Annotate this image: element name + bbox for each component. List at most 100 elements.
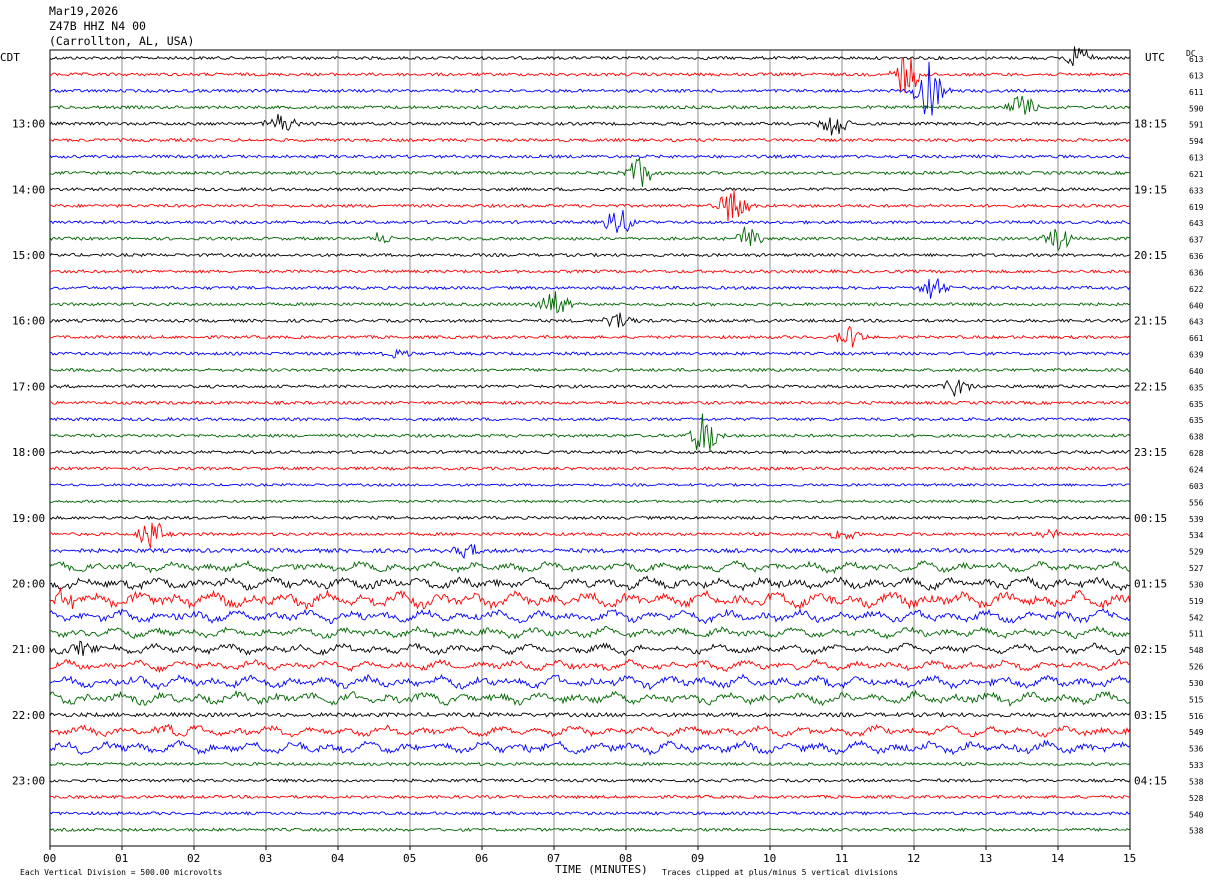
trace-line	[49, 827, 1131, 833]
right-timezone-label: UTC	[1145, 51, 1165, 64]
dc-offset-label: 603	[1189, 482, 1204, 491]
x-tick-label: 10	[763, 852, 776, 865]
right-hour-label: 18:15	[1134, 118, 1167, 131]
dc-offset-label: 530	[1189, 679, 1204, 688]
dc-offset-label: 640	[1189, 301, 1204, 310]
right-hour-label: 04:15	[1134, 774, 1167, 787]
header-location: (Carrollton, AL, USA)	[49, 34, 194, 48]
trace-line	[49, 291, 1131, 314]
x-tick-label: 13	[979, 852, 992, 865]
trace-line	[49, 673, 1131, 691]
dc-offset-label: 526	[1189, 663, 1204, 672]
x-axis-title: TIME (MINUTES)	[555, 863, 648, 876]
trace-line	[49, 61, 1131, 116]
left-hour-label: 18:00	[12, 446, 45, 459]
dc-offset-label: 538	[1189, 777, 1204, 786]
header-station: Z47B HHZ N4 00	[49, 19, 146, 33]
trace-line	[49, 413, 1131, 452]
trace-line	[49, 482, 1131, 487]
dc-offset-label: 548	[1189, 646, 1204, 655]
trace-line	[49, 608, 1131, 625]
dc-offset-label: 533	[1189, 761, 1204, 770]
trace-line	[49, 794, 1131, 800]
dc-offset-label: 556	[1189, 498, 1204, 507]
dc-offset-label: 591	[1189, 121, 1204, 130]
dc-offset-label: 621	[1189, 170, 1204, 179]
dc-offset-label: 536	[1189, 745, 1204, 754]
x-tick-label: 00	[43, 852, 56, 865]
x-tick-label: 06	[475, 852, 488, 865]
left-hour-label: 15:00	[12, 249, 45, 262]
dc-offset-label: 624	[1189, 466, 1204, 475]
dc-offset-label: 539	[1189, 515, 1204, 524]
dc-offset-label: 613	[1189, 71, 1204, 80]
x-tick-label: 12	[907, 852, 920, 865]
dc-offset-label: 613	[1189, 55, 1204, 64]
trace-line	[49, 325, 1131, 348]
trace-line	[49, 187, 1131, 192]
trace-line	[49, 499, 1131, 504]
dc-offset-label: 636	[1189, 268, 1204, 277]
trace-line	[49, 587, 1131, 611]
left-hour-label: 17:00	[12, 380, 45, 393]
trace-line	[49, 723, 1131, 738]
x-tick-label: 14	[1051, 852, 1065, 865]
right-hour-label: 22:15	[1134, 380, 1167, 393]
right-hour-label: 19:15	[1134, 183, 1167, 196]
trace-line	[49, 367, 1131, 373]
dc-offset-label: 538	[1189, 827, 1204, 836]
trace-line	[49, 137, 1131, 143]
trace-line	[49, 226, 1131, 253]
trace-line	[50, 449, 1131, 455]
trace-line	[49, 810, 1131, 816]
right-hour-label: 20:15	[1134, 249, 1167, 262]
trace-line	[49, 711, 1131, 718]
trace-line	[49, 575, 1131, 592]
dc-offset-label: 661	[1189, 334, 1204, 343]
trace-line	[49, 269, 1131, 274]
left-hour-label: 14:00	[12, 183, 45, 196]
dc-offset-label: 534	[1189, 531, 1204, 540]
dc-offset-label: 619	[1189, 203, 1204, 212]
trace-line	[49, 543, 1131, 560]
trace-line	[49, 95, 1131, 115]
trace-line	[49, 46, 1131, 67]
left-hour-label: 13:00	[12, 118, 45, 131]
left-hour-label: 22:00	[12, 709, 45, 722]
dc-offset-label: 542	[1189, 613, 1204, 622]
left-hour-label: 23:00	[12, 774, 45, 787]
trace-line	[49, 400, 1131, 406]
trace-line	[49, 739, 1131, 756]
right-hour-label: 21:15	[1134, 315, 1167, 328]
dc-offset-label: 633	[1189, 186, 1204, 195]
trace-line	[49, 761, 1131, 767]
dc-offset-label: 639	[1189, 351, 1204, 360]
trace-line	[49, 252, 1131, 258]
trace-line	[49, 560, 1131, 574]
dc-offset-label: 643	[1189, 219, 1204, 228]
trace-line	[49, 57, 1131, 93]
clip-note: Traces clipped at plus/minus 5 vertical …	[662, 868, 898, 877]
left-hour-label: 20:00	[12, 577, 45, 590]
trace-line	[49, 312, 1131, 328]
x-tick-label: 02	[187, 852, 200, 865]
dc-offset-label: 527	[1189, 564, 1204, 573]
x-tick-label: 07	[547, 852, 560, 865]
trace-line	[49, 210, 1131, 233]
x-tick-label: 09	[691, 852, 704, 865]
left-hour-label: 19:00	[12, 512, 45, 525]
left-hour-label: 16:00	[12, 315, 45, 328]
dc-offset-label: 611	[1189, 88, 1204, 97]
right-hour-label: 01:15	[1134, 577, 1167, 590]
dc-offset-label: 628	[1189, 449, 1204, 458]
trace-layer	[49, 46, 1131, 833]
dc-offset-label: 635	[1189, 416, 1204, 425]
right-hour-label: 00:15	[1134, 512, 1167, 525]
dc-offset-label: 643	[1189, 318, 1204, 327]
trace-line	[49, 522, 1131, 549]
dc-offset-label: 529	[1189, 548, 1204, 557]
label-layer: 13:00 14:00 15:00 16:00 17:00 18:00 19:00 20:00…	[12, 55, 1204, 865]
header-date: Mar19,2026	[49, 4, 118, 18]
trace-line	[49, 113, 1131, 136]
dc-offset-label: 528	[1189, 794, 1204, 803]
